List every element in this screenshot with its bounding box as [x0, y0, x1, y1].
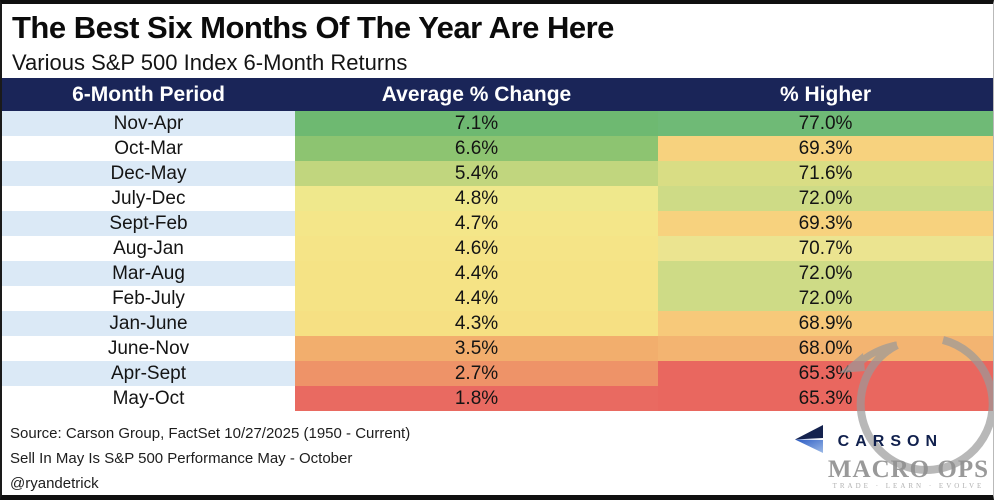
- page-subtitle: Various S&P 500 Index 6-Month Returns: [12, 50, 408, 75]
- table-row: June-Nov 3.5% 68.0%: [2, 336, 993, 361]
- avg-change-cell: 4.3%: [295, 311, 658, 336]
- column-header-pct-higher: % Higher: [779, 82, 871, 106]
- pct-higher-cell: 72.0%: [658, 286, 993, 311]
- period-cell: Feb-July: [2, 286, 295, 311]
- table-row: Apr-Sept 2.7% 65.3%: [2, 361, 993, 386]
- table-row: Mar-Aug 4.4% 72.0%: [2, 261, 993, 286]
- table-row: May-Oct 1.8% 65.3%: [2, 386, 993, 411]
- period-cell: July-Dec: [2, 186, 295, 211]
- pct-higher-cell: 69.3%: [658, 211, 993, 236]
- period-cell: Oct-Mar: [2, 136, 295, 161]
- avg-change-cell: 1.8%: [295, 386, 658, 411]
- note-line: Sell In May Is S&P 500 Performance May -…: [10, 450, 353, 467]
- pct-higher-cell: 70.7%: [658, 236, 993, 261]
- period-cell: May-Oct: [2, 386, 295, 411]
- pct-higher-cell: 72.0%: [658, 261, 993, 286]
- column-header-avg-change: Average % Change: [381, 82, 572, 106]
- title-block: The Best Six Months Of The Year Are Here…: [2, 4, 993, 78]
- table-row: Oct-Mar 6.6% 69.3%: [2, 136, 993, 161]
- period-cell: Dec-May: [2, 161, 295, 186]
- avg-change-cell: 4.8%: [295, 186, 658, 211]
- table-row: July-Dec 4.8% 72.0%: [2, 186, 993, 211]
- pct-higher-cell: 71.6%: [658, 161, 993, 186]
- pct-higher-cell: 65.3%: [658, 361, 993, 386]
- footer: Source: Carson Group, FactSet 10/27/2025…: [2, 411, 993, 495]
- avg-change-cell: 4.6%: [295, 236, 658, 261]
- table-row: Dec-May 5.4% 71.6%: [2, 161, 993, 186]
- column-header-period: 6-Month Period: [72, 82, 225, 106]
- pct-higher-cell: 68.9%: [658, 311, 993, 336]
- page-title: The Best Six Months Of The Year Are Here: [12, 10, 614, 45]
- source-line: Source: Carson Group, FactSet 10/27/2025…: [10, 425, 411, 442]
- pct-higher-cell: 68.0%: [658, 336, 993, 361]
- table-row: Nov-Apr 7.1% 77.0%: [2, 111, 993, 136]
- table-row: Feb-July 4.4% 72.0%: [2, 286, 993, 311]
- avg-change-cell: 5.4%: [295, 161, 658, 186]
- avg-change-cell: 4.4%: [295, 261, 658, 286]
- period-cell: Mar-Aug: [2, 261, 295, 286]
- avg-change-cell: 4.4%: [295, 286, 658, 311]
- pct-higher-cell: 69.3%: [658, 136, 993, 161]
- table-body: Nov-Apr 7.1% 77.0% Oct-Mar 6.6% 69.3% De…: [2, 111, 993, 411]
- avg-change-cell: 6.6%: [295, 136, 658, 161]
- period-cell: Apr-Sept: [2, 361, 295, 386]
- pct-higher-cell: 65.3%: [658, 386, 993, 411]
- period-cell: Nov-Apr: [2, 111, 295, 136]
- avg-change-cell: 7.1%: [295, 111, 658, 136]
- pct-higher-cell: 77.0%: [658, 111, 993, 136]
- table-row: Aug-Jan 4.6% 70.7%: [2, 236, 993, 261]
- carson-arrow-icon: [793, 423, 825, 460]
- carson-logo: CARSON: [793, 423, 943, 460]
- avg-change-cell: 3.5%: [295, 336, 658, 361]
- pct-higher-cell: 72.0%: [658, 186, 993, 211]
- table-header-row: 6-Month Period Average % Change % Higher: [2, 78, 993, 111]
- author-handle: @ryandetrick: [10, 475, 99, 492]
- period-cell: June-Nov: [2, 336, 295, 361]
- table-row: Jan-June 4.3% 68.9%: [2, 311, 993, 336]
- period-cell: Sept-Feb: [2, 211, 295, 236]
- footer-text-block: Source: Carson Group, FactSet 10/27/2025…: [10, 421, 411, 495]
- avg-change-cell: 4.7%: [295, 211, 658, 236]
- table-row: Sept-Feb 4.7% 69.3%: [2, 211, 993, 236]
- avg-change-cell: 2.7%: [295, 361, 658, 386]
- carson-wordmark: CARSON: [837, 432, 943, 450]
- period-cell: Aug-Jan: [2, 236, 295, 261]
- period-cell: Jan-June: [2, 311, 295, 336]
